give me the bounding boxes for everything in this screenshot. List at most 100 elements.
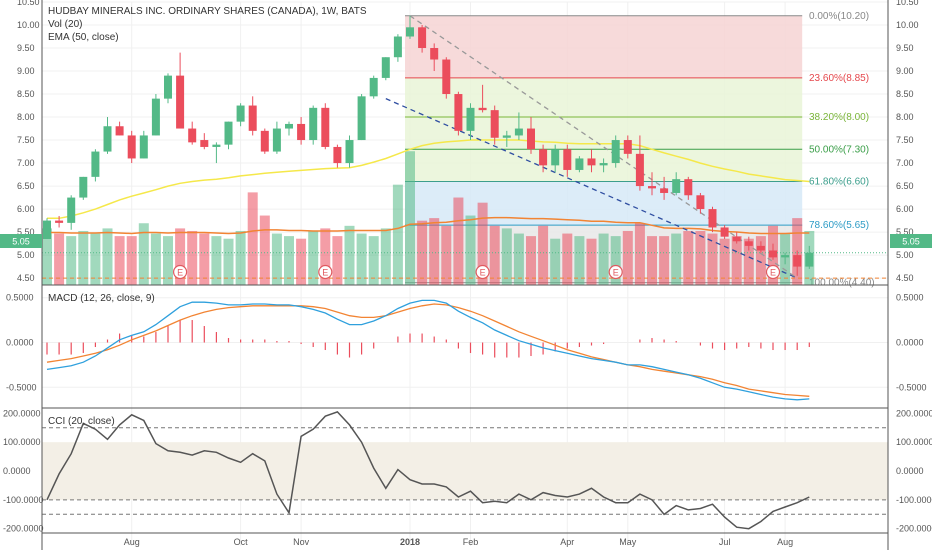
earnings-marker-label: E — [770, 268, 776, 278]
volume-bar — [622, 230, 633, 285]
price-tick-label-left: 5.50 — [17, 227, 35, 237]
x-tick-label: Oct — [234, 537, 249, 547]
candle-body — [684, 179, 693, 196]
candle-body — [381, 57, 390, 78]
macd-tick-label-left: 0.0000 — [6, 338, 34, 348]
price-tick-label-right: 8.00 — [896, 112, 914, 122]
candle-body — [696, 195, 705, 210]
candle-body — [139, 135, 148, 159]
x-tick-label: Nov — [293, 537, 310, 547]
volume-bar — [441, 225, 452, 285]
volume-bar — [574, 236, 585, 285]
x-tick-label: Aug — [124, 537, 140, 547]
volume-bar — [296, 238, 307, 285]
x-axis: Aug Oct Nov 2018 Feb Apr May Jul Aug — [124, 537, 793, 547]
candle-body — [43, 220, 51, 239]
volume-bar — [42, 228, 52, 285]
candle-body — [200, 140, 209, 147]
volume-bar — [66, 236, 77, 285]
candle-body — [430, 48, 439, 60]
macd-pane[interactable]: 0.5000 0.5000 0.0000 0.0000 -0.5000 -0.5000 — [6, 293, 927, 409]
macd-signal-line — [46, 303, 810, 397]
macd-tick-label-left: 0.5000 — [6, 293, 34, 303]
volume-bar — [199, 233, 210, 285]
candle-body — [260, 130, 269, 152]
candle-body — [127, 135, 136, 159]
volume-bar — [102, 228, 113, 285]
cci-tick-label-right: 0.0000 — [896, 466, 924, 476]
price-tick-label-left: 5.00 — [17, 250, 35, 260]
candle-body — [756, 245, 765, 251]
volume-bar — [501, 228, 512, 285]
volume-bar — [380, 228, 391, 285]
candle-body — [672, 179, 681, 193]
candle-body — [357, 96, 366, 141]
macd-tick-label-left: -0.5000 — [6, 382, 37, 392]
candle-body — [333, 146, 342, 164]
price-tick-label-right: 9.00 — [896, 66, 914, 76]
fib-level-label: 61.80%(6.60) — [809, 176, 869, 187]
cci-band-fill — [42, 442, 888, 500]
candle-body — [732, 236, 741, 242]
candle-body — [79, 176, 88, 198]
volume-bar — [259, 215, 270, 285]
volume-bar — [610, 236, 621, 285]
cci-pane[interactable]: 200.0000 200.0000 100.0000 100.0000 0.0000 0.… — [3, 408, 932, 533]
macd-label: MACD (12, 26, close, 9) — [48, 293, 155, 304]
volume-bar — [138, 223, 149, 285]
price-tick-label-left: 8.50 — [17, 89, 35, 99]
volume-bar — [90, 233, 101, 285]
volume-bar — [477, 202, 488, 285]
price-badge-right-text: 5.05 — [902, 237, 920, 247]
cci-label: CCI (20, close) — [48, 416, 115, 427]
candle-body — [781, 255, 790, 258]
price-tick-label-right: 9.50 — [896, 43, 914, 53]
cci-tick-label-left: 200.0000 — [3, 408, 41, 418]
volume-bar — [405, 151, 415, 285]
candle-body — [272, 128, 281, 152]
price-tick-label-right: 10.00 — [896, 20, 919, 30]
trendline — [409, 15, 798, 279]
candle-body — [103, 126, 112, 152]
earnings-marker — [173, 264, 188, 280]
price-tick-label-right: 6.50 — [896, 181, 914, 191]
price-tick-label-right: 7.00 — [896, 158, 914, 168]
cci-line — [46, 411, 810, 530]
cci-tick-label-left: -100.0000 — [3, 495, 44, 505]
price-tick-label-left: 10.50 — [17, 0, 40, 7]
candle-body — [224, 121, 233, 145]
candle-body — [599, 163, 608, 166]
fib-level-label: 23.60%(8.85) — [809, 73, 869, 84]
candle-body — [176, 75, 185, 129]
volume-bar — [719, 238, 730, 285]
volume-bar — [54, 233, 65, 285]
candle-body — [248, 105, 257, 131]
candle-body — [744, 241, 753, 246]
volume-bar — [586, 238, 597, 285]
volume-bar — [598, 233, 609, 285]
candle-body — [648, 186, 656, 189]
x-tick-label: Aug — [777, 537, 793, 547]
earnings-marker-label: E — [177, 268, 183, 278]
candle-body — [115, 126, 124, 136]
candle-body — [345, 140, 354, 164]
x-tick-label: Jul — [719, 537, 731, 547]
fib-zone — [405, 181, 803, 226]
price-pane[interactable]: 4.50 4.50 5.00 5.00 5.50 5.50 6.00 6.00 6.50 6.50… — [17, 0, 919, 546]
volume-bar — [707, 233, 718, 285]
volume-bar — [126, 236, 137, 285]
price-tick-label-left: 9.50 — [17, 43, 35, 53]
fib-zone — [405, 77, 803, 118]
candle-body — [527, 128, 535, 150]
candle-body — [91, 151, 100, 177]
cci-tick-label-right: -200.0000 — [896, 524, 932, 534]
price-badge-right — [890, 234, 932, 248]
cci-tick-label-right: -100.0000 — [896, 495, 932, 505]
volume-bar — [647, 236, 657, 285]
candle-body — [466, 107, 475, 131]
volume-bar — [223, 238, 234, 285]
macd-tick-label-right: 0.5000 — [896, 293, 924, 303]
candle-body — [454, 94, 463, 131]
